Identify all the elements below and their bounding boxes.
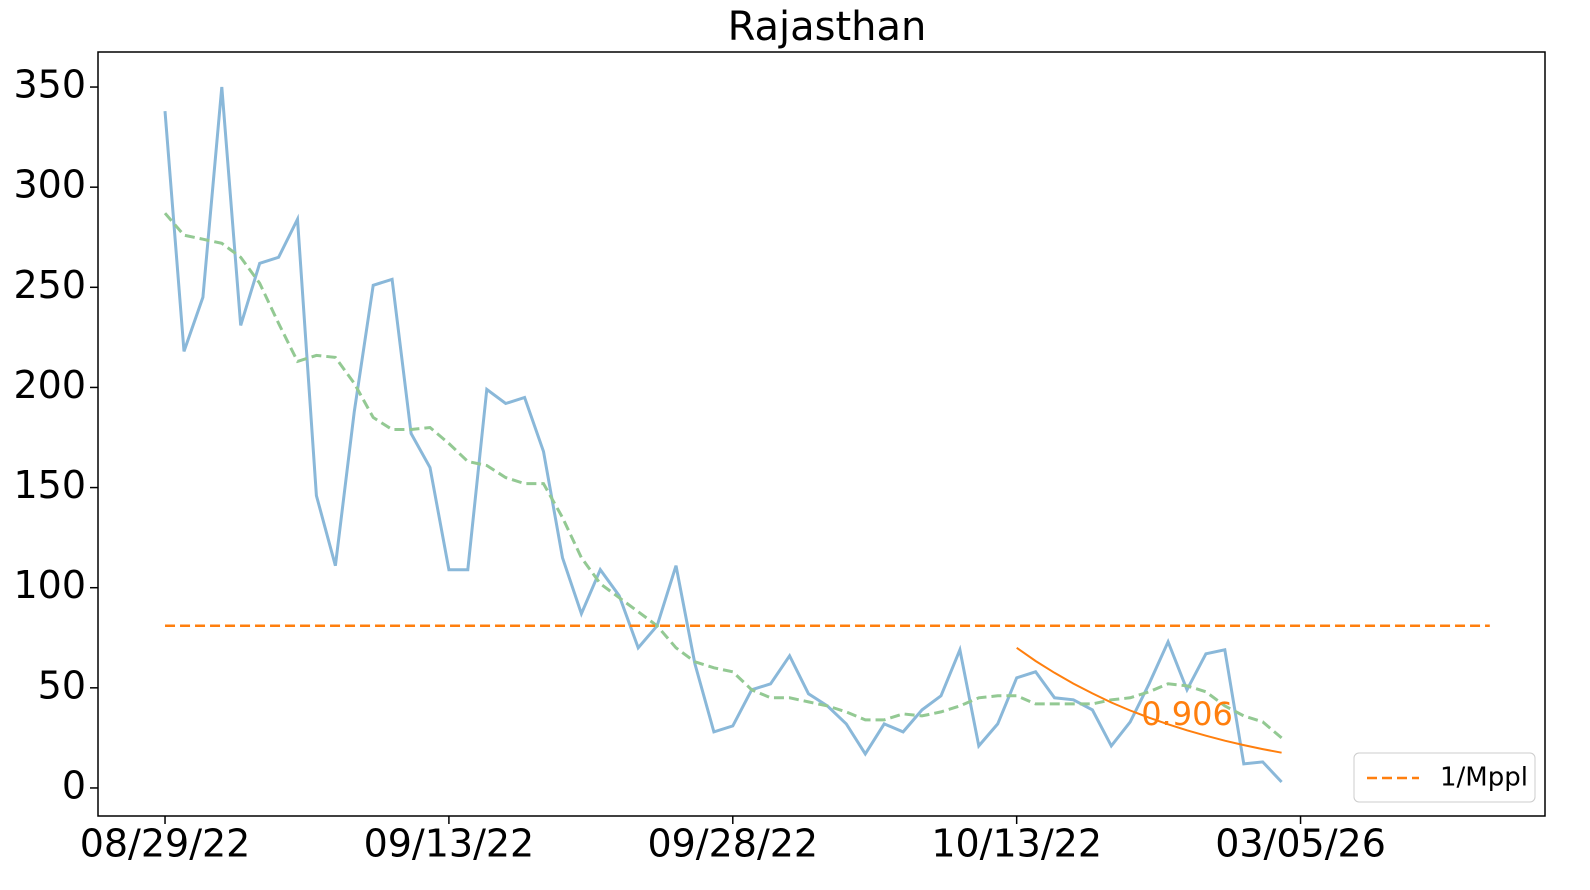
y-tick-label: 150	[13, 463, 86, 507]
y-tick-label: 300	[13, 163, 86, 207]
data-line	[163, 212, 1283, 740]
x-tick-label: 08/29/22	[80, 822, 251, 866]
y-tick-label: 200	[13, 363, 86, 407]
x-tick-label: 09/13/22	[364, 822, 535, 866]
y-tick-label: 350	[13, 63, 86, 107]
x-tick-label: 09/28/22	[647, 822, 818, 866]
x-tick-label: 03/05/26	[1215, 822, 1386, 866]
legend-box	[1353, 752, 1536, 803]
legend-label: 1/Mppl	[1440, 763, 1528, 793]
fit-curve	[1016, 646, 1282, 754]
y-tick-label: 250	[13, 263, 86, 307]
y-tick-label: 0	[62, 763, 86, 807]
x-tick-label: 10/13/22	[931, 822, 1102, 866]
plot-frame	[97, 51, 1546, 817]
y-tick-label: 50	[38, 663, 86, 707]
annotation: 0.906	[1141, 695, 1233, 733]
chart-title: Rajasthan	[728, 4, 927, 50]
data-line	[163, 86, 1283, 784]
y-tick-label: 100	[13, 563, 86, 607]
